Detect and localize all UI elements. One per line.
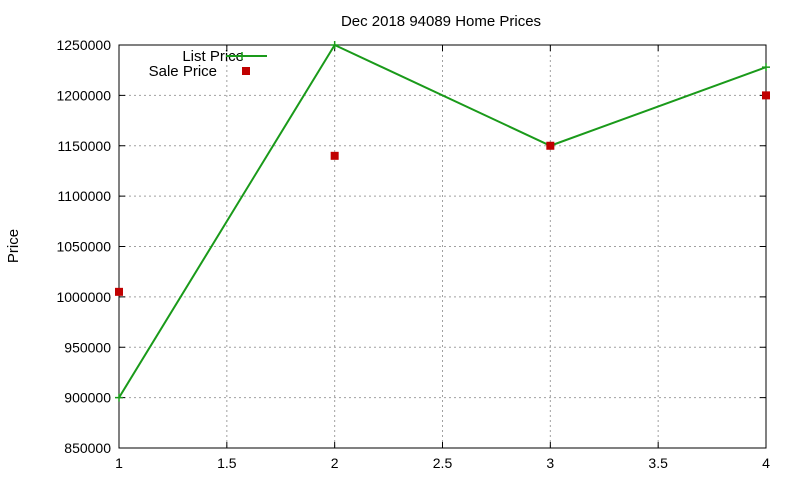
sale-price-point xyxy=(546,141,555,150)
x-tick-label: 3 xyxy=(546,455,554,471)
list-price-point xyxy=(330,41,339,49)
list-price-line xyxy=(118,43,767,399)
y-axis-label: Price xyxy=(5,229,22,263)
x-tick-label: 1.5 xyxy=(217,455,237,471)
x-tick-label: 3.5 xyxy=(648,455,668,471)
list-price-point xyxy=(115,393,123,402)
grid xyxy=(119,45,766,448)
sale-price-point xyxy=(762,91,770,100)
y-tick-label: 850000 xyxy=(64,440,111,456)
y-tick-label: 1200000 xyxy=(56,87,111,103)
x-tick-label: 2 xyxy=(331,455,339,471)
y-tick-label: 1000000 xyxy=(56,289,111,305)
sale-price-point xyxy=(115,287,123,296)
x-tick-label: 2.5 xyxy=(433,455,453,471)
y-tick-label: 1100000 xyxy=(58,188,112,204)
legend-label-list-price: List Price xyxy=(182,48,244,65)
legend-label-sale-price: Sale Price xyxy=(149,63,217,80)
axes: 1 1.5 2 2.5 3 3.5 4 850000 900000 950000 1000000 10… xyxy=(56,37,770,471)
y-tick-label: 1150000 xyxy=(58,138,112,154)
y-tick-label: 950000 xyxy=(64,339,111,355)
list-price-point xyxy=(762,63,770,72)
chart-title: Dec 2018 94089 Home Prices xyxy=(341,13,541,30)
x-tick-label: 1 xyxy=(115,455,123,471)
y-tick-label: 1250000 xyxy=(56,37,111,53)
series xyxy=(115,41,770,402)
y-tick-label: 1050000 xyxy=(56,239,111,255)
sale-price-point xyxy=(330,151,339,160)
x-tick-label: 4 xyxy=(762,455,770,471)
y-tick-label: 900000 xyxy=(64,390,111,406)
legend-swatch-sale-price xyxy=(242,67,250,75)
